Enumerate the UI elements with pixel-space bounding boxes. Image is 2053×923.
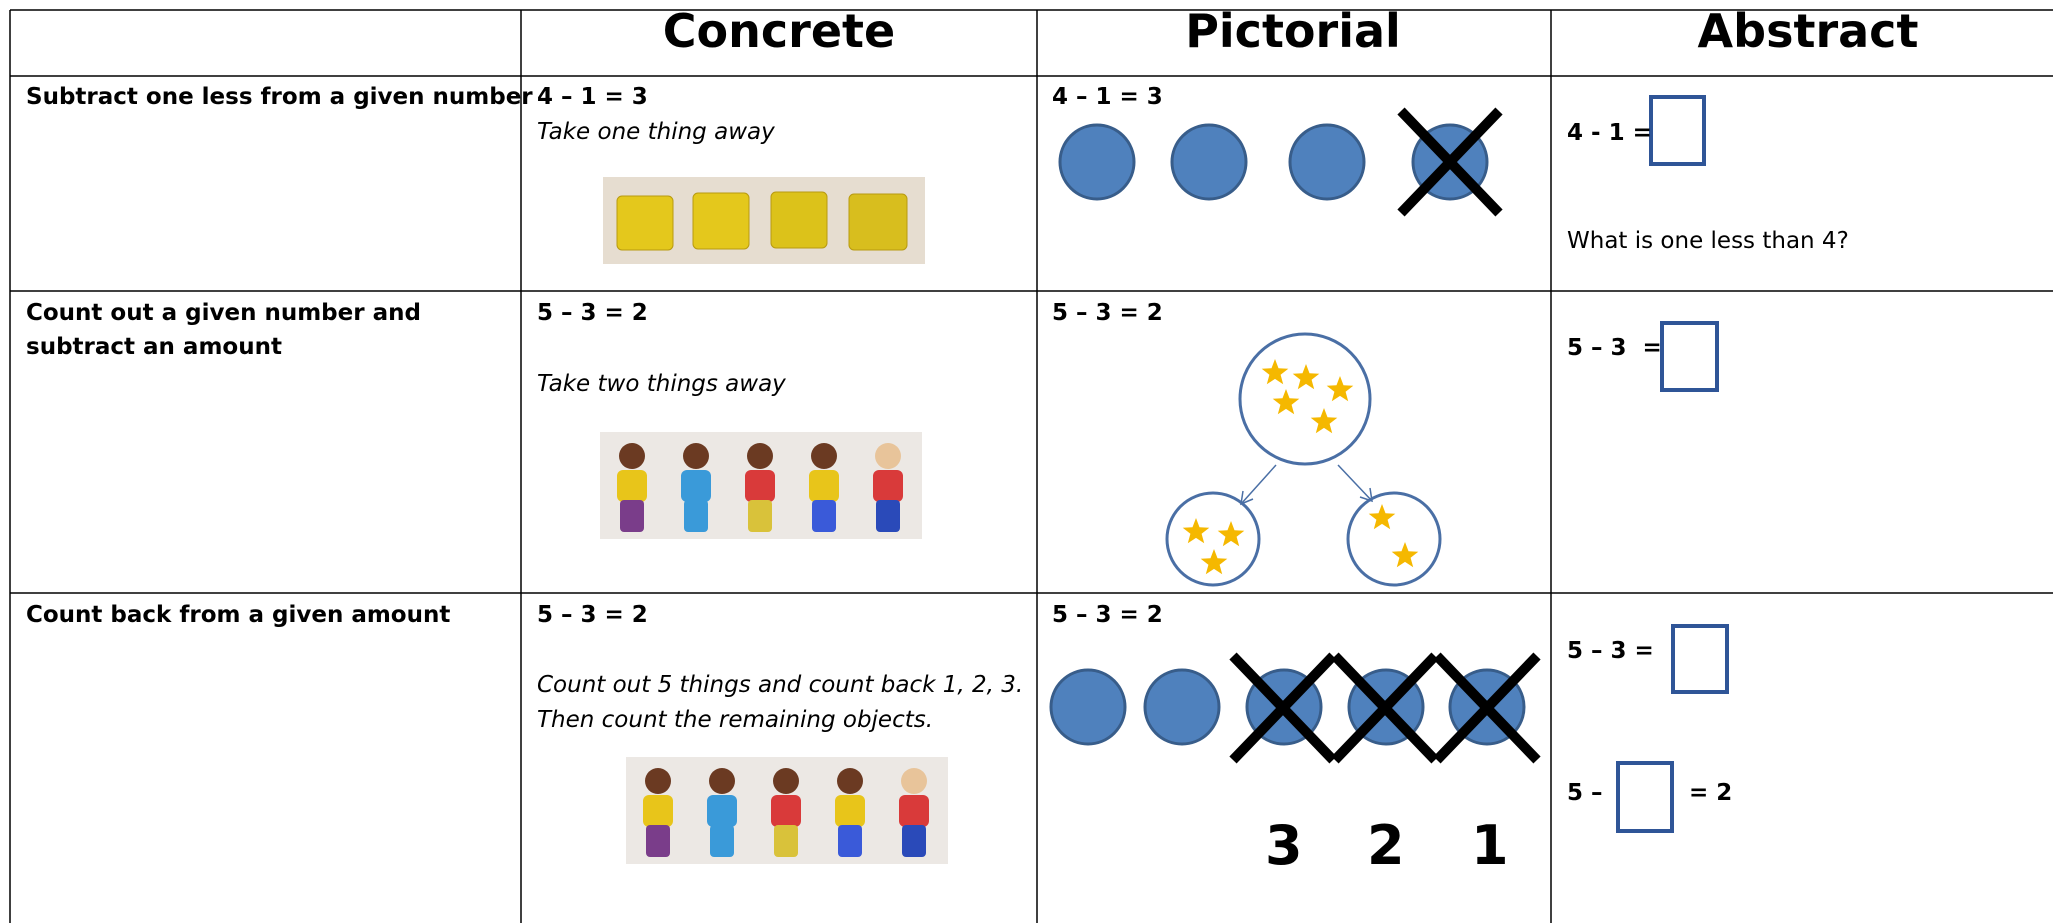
figure-legs	[812, 500, 836, 532]
figure-head	[901, 768, 927, 794]
figure-head	[811, 443, 837, 469]
figure-legs	[902, 825, 926, 857]
figure-body	[873, 470, 903, 502]
expression: 5 – 3 =	[1567, 638, 1654, 664]
figure-legs	[684, 500, 708, 532]
expression: = 2	[1689, 780, 1733, 806]
equation: 4 – 1 = 3	[1052, 84, 1163, 110]
figure-body	[835, 795, 865, 827]
question: What is one less than 4?	[1567, 228, 1849, 254]
stars	[1182, 359, 1419, 575]
cross	[1397, 107, 1503, 217]
row-label: Subtract one less from a given number	[26, 84, 533, 110]
star	[1261, 359, 1289, 385]
row-label: Count out a given number and subtract an…	[26, 300, 421, 360]
star	[1326, 376, 1354, 402]
figure-legs	[774, 825, 798, 857]
instruction: Count out 5 things and count back 1, 2, …	[537, 672, 1024, 733]
figure-legs	[620, 500, 644, 532]
figure-body	[745, 470, 775, 502]
figure-body	[707, 795, 737, 827]
figure-body	[899, 795, 929, 827]
column-header: Abstract	[1697, 4, 1919, 58]
star	[1368, 504, 1396, 530]
column-header: Concrete	[662, 4, 896, 58]
column-header: Pictorial	[1185, 4, 1401, 58]
equation: 5 – 3 = 2	[537, 602, 648, 628]
count: 3	[1265, 814, 1303, 877]
equation: 4 – 1 = 3	[537, 84, 648, 110]
figure-head	[875, 443, 901, 469]
figures-photo	[600, 432, 922, 539]
star	[1217, 521, 1245, 547]
figure-head	[709, 768, 735, 794]
star	[1292, 364, 1320, 390]
count: 1	[1471, 814, 1509, 877]
figure-legs	[646, 825, 670, 857]
figure-legs	[838, 825, 862, 857]
figure-head	[645, 768, 671, 794]
star	[1391, 542, 1419, 568]
figure-legs	[710, 825, 734, 857]
figure-head	[837, 768, 863, 794]
figure-head	[747, 443, 773, 469]
expression: 5 – 3 =	[1567, 335, 1662, 361]
star	[1182, 518, 1210, 544]
figure-body	[681, 470, 711, 502]
figure-legs	[876, 500, 900, 532]
equation: 5 – 3 = 2	[1052, 602, 1163, 628]
star	[1310, 408, 1338, 434]
figure-body	[617, 470, 647, 502]
grid	[9, 9, 2053, 923]
crosses	[1229, 652, 1541, 764]
count: 2	[1367, 814, 1405, 877]
figures-photo	[626, 757, 948, 864]
expression: 5 –	[1567, 780, 1603, 806]
instruction: Take two things away	[537, 371, 786, 397]
cubes-photo	[603, 177, 925, 264]
figure-legs	[748, 500, 772, 532]
figure-head	[619, 443, 645, 469]
figure-body	[771, 795, 801, 827]
answer-boxes	[1616, 95, 1729, 833]
figure-body	[809, 470, 839, 502]
expression: 4 - 1 =	[1567, 120, 1652, 146]
star	[1272, 389, 1300, 415]
figure-head	[773, 768, 799, 794]
instruction: Take one thing away	[537, 119, 775, 145]
row-label: Count back from a given amount	[26, 602, 451, 628]
figure-head	[683, 443, 709, 469]
equation: 5 – 3 = 2	[537, 300, 648, 326]
star	[1200, 549, 1228, 575]
figure-body	[643, 795, 673, 827]
equation: 5 – 3 = 2	[1052, 300, 1163, 326]
